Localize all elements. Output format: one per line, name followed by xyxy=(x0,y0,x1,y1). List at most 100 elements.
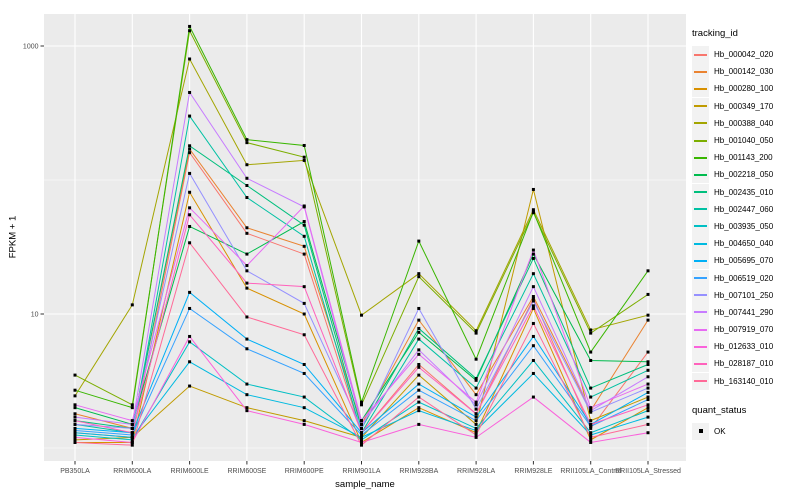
data-point[interactable] xyxy=(73,433,77,437)
data-point[interactable] xyxy=(474,426,478,430)
data-point[interactable] xyxy=(474,403,478,407)
data-point[interactable] xyxy=(360,403,363,407)
data-point[interactable] xyxy=(245,382,249,386)
data-point[interactable] xyxy=(474,329,478,333)
data-point[interactable] xyxy=(130,406,134,410)
legend-item-Hb_001040_050[interactable]: Hb_001040_050 xyxy=(692,132,798,150)
data-point[interactable] xyxy=(130,403,134,407)
data-point[interactable] xyxy=(589,395,593,399)
data-point[interactable] xyxy=(245,176,249,180)
legend-item-quant-ok[interactable]: OK xyxy=(692,422,798,440)
data-point[interactable] xyxy=(188,171,192,175)
data-point[interactable] xyxy=(417,326,421,330)
data-point[interactable] xyxy=(474,429,478,433)
data-point[interactable] xyxy=(589,431,593,435)
data-point[interactable] xyxy=(188,24,192,28)
data-point[interactable] xyxy=(646,269,650,273)
data-point[interactable] xyxy=(73,426,77,430)
data-point[interactable] xyxy=(245,347,249,351)
data-point[interactable] xyxy=(589,409,593,413)
data-point[interactable] xyxy=(73,412,77,416)
data-point[interactable] xyxy=(188,90,192,94)
data-point[interactable] xyxy=(474,433,478,437)
data-point[interactable] xyxy=(360,426,363,430)
legend-item-Hb_006519_020[interactable]: Hb_006519_020 xyxy=(692,269,798,287)
data-point[interactable] xyxy=(302,419,306,423)
data-point[interactable] xyxy=(245,226,249,230)
data-point[interactable] xyxy=(417,395,421,399)
data-point[interactable] xyxy=(302,406,306,410)
data-point[interactable] xyxy=(360,422,363,426)
data-point[interactable] xyxy=(245,393,249,397)
data-point[interactable] xyxy=(188,151,192,155)
data-point[interactable] xyxy=(531,295,535,299)
data-point[interactable] xyxy=(417,362,421,366)
data-point[interactable] xyxy=(474,407,478,411)
data-point[interactable] xyxy=(188,384,192,388)
data-point[interactable] xyxy=(646,375,650,379)
data-point[interactable] xyxy=(646,395,650,399)
data-point[interactable] xyxy=(302,285,306,289)
data-point[interactable] xyxy=(302,143,306,147)
data-point[interactable] xyxy=(474,377,478,381)
data-point[interactable] xyxy=(130,443,134,447)
data-point[interactable] xyxy=(417,406,421,410)
data-point[interactable] xyxy=(589,350,593,354)
legend-item-Hb_007919_070[interactable]: Hb_007919_070 xyxy=(692,321,798,339)
data-point[interactable] xyxy=(302,422,306,426)
data-point[interactable] xyxy=(188,144,192,148)
data-point[interactable] xyxy=(474,393,478,397)
data-point[interactable] xyxy=(245,315,249,319)
legend-item-Hb_007101_250[interactable]: Hb_007101_250 xyxy=(692,286,798,304)
data-point[interactable] xyxy=(245,183,249,187)
data-point[interactable] xyxy=(188,190,192,194)
data-point[interactable] xyxy=(417,382,421,386)
data-point[interactable] xyxy=(73,373,77,377)
legend-item-Hb_000142_030[interactable]: Hb_000142_030 xyxy=(692,63,798,81)
data-point[interactable] xyxy=(531,248,535,252)
data-point[interactable] xyxy=(589,424,593,428)
data-point[interactable] xyxy=(417,318,421,322)
data-point[interactable] xyxy=(474,331,478,335)
data-point[interactable] xyxy=(188,57,192,61)
data-point[interactable] xyxy=(73,431,77,435)
legend-item-Hb_002447_060[interactable]: Hb_002447_060 xyxy=(692,200,798,218)
legend-item-Hb_000388_040[interactable]: Hb_000388_040 xyxy=(692,114,798,132)
legend-item-Hb_004650_040[interactable]: Hb_004650_040 xyxy=(692,235,798,253)
data-point[interactable] xyxy=(188,29,192,33)
data-point[interactable] xyxy=(531,371,535,375)
data-point[interactable] xyxy=(73,403,77,407)
data-point[interactable] xyxy=(302,252,306,256)
legend-item-Hb_007441_290[interactable]: Hb_007441_290 xyxy=(692,303,798,321)
data-point[interactable] xyxy=(531,304,535,308)
data-point[interactable] xyxy=(417,365,421,369)
data-point[interactable] xyxy=(245,163,249,167)
data-point[interactable] xyxy=(302,362,306,366)
data-point[interactable] xyxy=(245,141,249,145)
data-point[interactable] xyxy=(73,419,77,423)
data-point[interactable] xyxy=(531,187,535,191)
data-point[interactable] xyxy=(302,244,306,248)
legend-item-Hb_028187_010[interactable]: Hb_028187_010 xyxy=(692,355,798,373)
data-point[interactable] xyxy=(531,395,535,399)
data-point[interactable] xyxy=(130,426,134,430)
legend-item-Hb_000280_100[interactable]: Hb_000280_100 xyxy=(692,80,798,98)
data-point[interactable] xyxy=(188,340,192,344)
data-point[interactable] xyxy=(589,386,593,390)
data-point[interactable] xyxy=(646,386,650,390)
data-point[interactable] xyxy=(417,352,421,356)
data-point[interactable] xyxy=(531,321,535,325)
data-point[interactable] xyxy=(130,433,134,437)
data-point[interactable] xyxy=(417,272,421,276)
data-point[interactable] xyxy=(417,337,421,341)
data-point[interactable] xyxy=(188,206,192,210)
data-point[interactable] xyxy=(360,435,363,439)
data-point[interactable] xyxy=(302,220,306,224)
data-point[interactable] xyxy=(417,306,421,310)
legend-item-Hb_003935_050[interactable]: Hb_003935_050 xyxy=(692,217,798,235)
data-point[interactable] xyxy=(73,394,77,398)
data-point[interactable] xyxy=(245,231,249,235)
data-point[interactable] xyxy=(130,422,134,426)
data-point[interactable] xyxy=(531,306,535,310)
data-point[interactable] xyxy=(73,406,77,410)
